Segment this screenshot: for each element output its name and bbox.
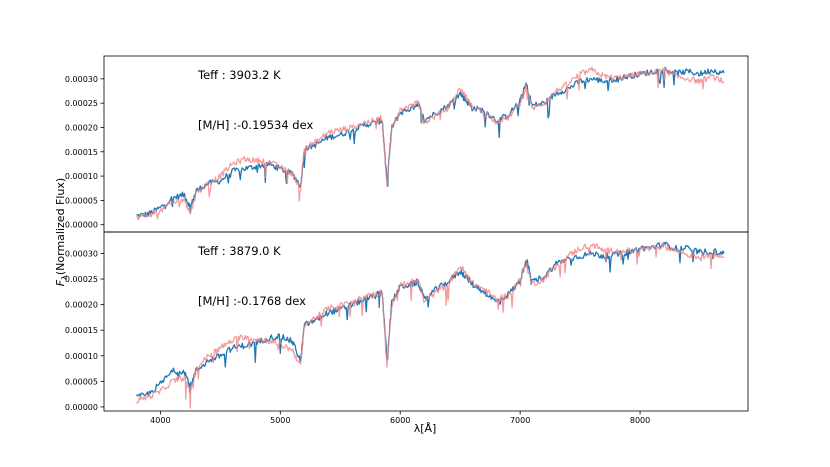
y-tick-label: 0.00020 (65, 301, 98, 310)
y-tick-label: 0.00015 (65, 326, 98, 335)
y-tick-label: 0.00010 (65, 172, 98, 181)
x-tick-label: 6000 (390, 416, 410, 425)
x-tick-label: 5000 (270, 416, 290, 425)
y-tick-label: 0.00020 (65, 123, 98, 132)
y-tick-label: 0.00005 (65, 377, 98, 386)
y-tick-label: 0.00005 (65, 196, 98, 205)
y-tick-label: 0.00025 (65, 99, 98, 108)
x-axis: 4000 5000 6000 7000 8000 (150, 411, 650, 425)
y-tick-label: 0.00015 (65, 148, 98, 157)
panel-frame (103, 231, 749, 412)
y-tick-label: 0.00010 (65, 352, 98, 361)
teff-annotation: Teff : 3903.2 K (197, 68, 281, 82)
x-tick-label: 4000 (150, 416, 170, 425)
observed-spectrum-line (136, 66, 725, 219)
teff-annotation: Teff : 3879.0 K (197, 244, 281, 258)
panel-frame (103, 55, 749, 233)
y-tick-label: 0.00030 (65, 75, 98, 84)
y-tick-label: 0.00000 (65, 221, 98, 230)
model-spectrum-line (136, 242, 725, 409)
observed-spectrum-line (135, 241, 725, 397)
top-spectrum-panel: 0.00000 0.00005 0.00010 0.00015 0.00020 0.000… (65, 55, 749, 233)
y-tick-label: 0.00025 (65, 275, 98, 284)
metallicity-annotation: [M/H] :-0.19534 dex (198, 118, 313, 132)
metallicity-annotation: [M/H] :-0.1768 dex (198, 294, 306, 308)
x-axis-label: λ[Å] (414, 422, 437, 435)
x-tick-label: 8000 (630, 416, 650, 425)
y-tick-label: 0.00000 (65, 403, 98, 412)
bottom-spectrum-panel: 0.00000 0.00005 0.00010 0.00015 0.00020 0.000… (65, 231, 749, 412)
model-spectrum-line (135, 66, 725, 221)
x-tick-label: 7000 (510, 416, 530, 425)
y-axis-label: Fλ(Normalized Flux) (54, 178, 69, 286)
y-tick-label: 0.00030 (65, 249, 98, 258)
